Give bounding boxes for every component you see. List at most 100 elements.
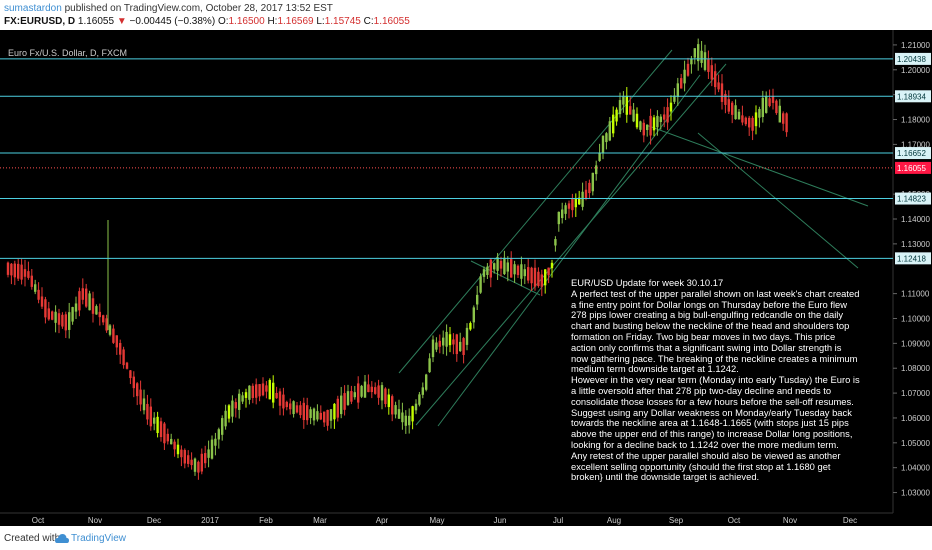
candle-body [499,260,503,269]
candle-body [323,411,326,423]
candle-body [384,388,387,405]
candle-body [608,121,611,141]
annotation-paragraph: A perfect test of the upper parallel sho… [571,287,860,375]
candle-body [421,387,424,395]
candle-body [125,362,129,369]
annotation-text: EUR/USD Update for week 30.10.17 A perfe… [571,277,861,483]
candle-body [550,262,554,269]
time-tick-label: Dec [147,516,161,525]
candle-body [673,95,676,102]
candle-body [646,124,649,131]
candle-body [139,389,142,405]
close-label: C: [363,16,374,27]
candle-body [61,314,64,327]
candle-body [472,307,475,323]
candle-body [520,264,523,279]
candle-body [30,275,33,287]
candle-body [486,266,489,275]
candle-body [598,153,601,161]
candle-body [380,385,384,401]
price-level-badge [895,90,931,103]
candle-body [340,395,343,415]
candle-body [360,385,363,397]
candle-body [720,83,724,102]
candle-body [146,403,149,420]
price-tick-label: 1.05000 [901,439,930,448]
candle-body [309,409,312,418]
candle-body [357,383,360,403]
time-tick-label: Aug [607,516,621,525]
cloud-icon [55,534,69,543]
trend-channel-line [437,74,701,427]
candle-body [319,412,322,420]
tradingview-logo[interactable]: TradingView [55,531,135,545]
time-tick-label: May [429,516,444,525]
price-tick-label: 1.21000 [901,41,930,50]
price-level-badge [895,147,931,160]
price-chart-svg[interactable]: 1.210001.200001.190001.180001.170001.150… [0,30,932,526]
candle-body [112,328,115,343]
candle-body [51,311,54,320]
candle-body [170,438,173,445]
candle-body [513,264,516,275]
candle-body [567,203,571,209]
candle-body [601,135,605,154]
candle-body [758,109,761,118]
candle-body [737,111,741,120]
last-price: 1.16055 [77,16,115,27]
candle-body [435,342,438,350]
candle-body [258,384,261,397]
candle-body [516,265,520,276]
candle-body [6,262,10,275]
price-tick-label: 1.03000 [901,489,930,498]
tradingview-brand: TradingView [71,533,127,544]
chart-area[interactable]: 1.210001.200001.190001.180001.170001.150… [0,30,932,526]
price-level-badge [895,252,931,265]
author-link[interactable]: sumastardon [4,3,62,14]
candle-body [652,117,656,131]
price-tick-label: 1.11000 [901,290,930,299]
candle-body [85,288,88,307]
candle-body [697,44,700,62]
candle-body [224,410,227,427]
candle-body [635,113,639,128]
candle-body [404,415,407,426]
candle-body [452,339,455,345]
candle-body [744,117,747,125]
annotation-paragraph: Suggest using any Dollar weakness on Mon… [571,406,853,450]
price-level-badge-label: 1.16652 [897,149,926,158]
close-value: 1.16055 [373,16,410,27]
chart-header: sumastardon published on TradingView.com… [0,0,932,30]
candle-body [734,105,737,120]
candle-body [346,391,350,405]
candle-body [778,105,781,123]
price-tick-label: 1.20000 [901,66,930,75]
candle-body [207,449,210,458]
price-tick-label: 1.07000 [901,389,930,398]
candle-body [703,52,707,70]
candle-body [401,412,404,423]
candle-body [588,182,591,194]
price-level-badge-label: 1.14823 [897,195,926,204]
time-tick-label: Nov [88,516,102,525]
candle-body [187,455,190,464]
trend-channel-line [697,132,859,269]
time-tick-label: Apr [376,516,389,525]
candle-body [782,113,785,124]
candle-body [221,418,224,435]
candle-body [40,296,44,307]
candle-body [387,394,390,408]
candle-body [425,374,428,390]
candle-body [272,382,275,403]
candle-body [333,403,336,420]
candle-body [217,429,220,440]
current-price-badge-label: 1.16055 [897,164,926,173]
candle-body [17,263,20,279]
high-label: H: [267,16,278,27]
annotation-paragraph: However in the very near term (Monday in… [571,374,860,407]
candle-body [316,411,319,420]
trend-channel-line [470,260,541,296]
candle-body [13,263,16,278]
candle-body [482,269,486,277]
candle-body [537,271,540,287]
